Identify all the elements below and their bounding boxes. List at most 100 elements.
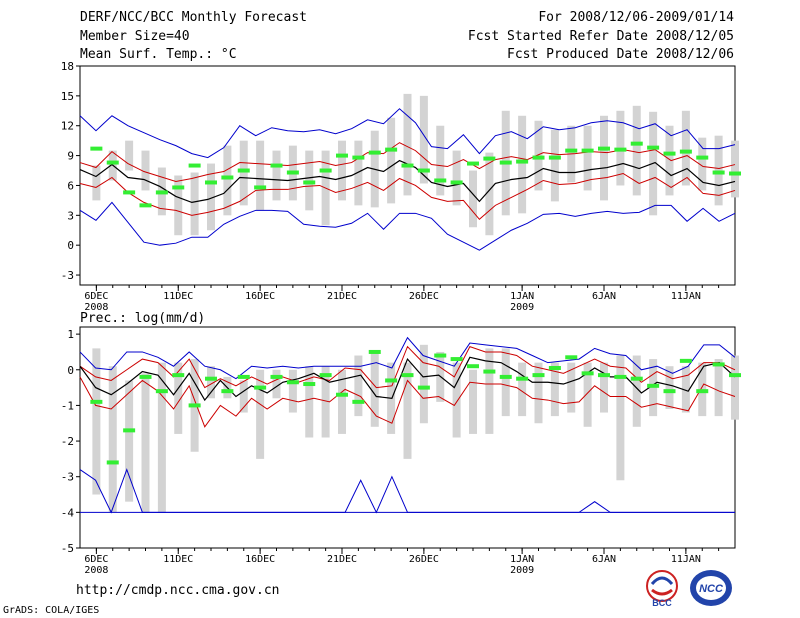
temp-xtick-label: 1JAN bbox=[510, 291, 534, 302]
prec-median-marker bbox=[663, 389, 676, 394]
temp-ytick-label: 15 bbox=[61, 90, 74, 103]
temp-median-marker bbox=[319, 168, 332, 173]
temp-box bbox=[174, 175, 183, 236]
prec-median-marker bbox=[139, 374, 152, 379]
temp-median-marker bbox=[532, 155, 545, 160]
prec-box bbox=[419, 344, 428, 424]
temp-box bbox=[452, 150, 461, 206]
prec-box bbox=[550, 362, 559, 417]
chart-title: DERF/NCC/BCC Monthly Forecast bbox=[80, 10, 307, 25]
prec-median-marker bbox=[270, 374, 283, 379]
temp-ytick-label: 6 bbox=[67, 179, 74, 192]
temp-median-marker bbox=[270, 163, 283, 168]
prec-xtick-label: 16DEC bbox=[245, 554, 275, 565]
temp-median-marker bbox=[254, 185, 267, 190]
temp-xtick-year: 2008 bbox=[84, 302, 108, 313]
temp-box bbox=[223, 145, 232, 216]
prec-box bbox=[338, 369, 346, 434]
prec-median-marker bbox=[90, 399, 103, 404]
forecast-period: For 2008/12/06-2009/01/14 bbox=[538, 10, 734, 25]
prec-box bbox=[125, 380, 134, 502]
prec-xtick-year: 2008 bbox=[84, 565, 108, 576]
prec-median-marker bbox=[614, 374, 627, 379]
prec-box bbox=[288, 369, 297, 413]
bcc-logo-icon: BCC bbox=[646, 570, 678, 608]
prec-ytick-label: -4 bbox=[61, 506, 75, 519]
prec-box bbox=[485, 348, 494, 434]
temp-box bbox=[436, 125, 445, 196]
temp-box bbox=[354, 140, 363, 206]
temp-box bbox=[518, 115, 527, 214]
temp-line-max bbox=[79, 108, 736, 159]
temp-median-marker bbox=[548, 155, 561, 160]
prec-xtick-label: 21DEC bbox=[327, 554, 357, 565]
prec-line-lower bbox=[79, 376, 736, 428]
temp-box bbox=[665, 125, 674, 196]
variable-label-top: Mean Surf. Temp.: °C bbox=[80, 47, 237, 62]
temp-xtick-year: 2009 bbox=[510, 302, 534, 313]
temp-box bbox=[583, 125, 592, 191]
prec-median-marker bbox=[155, 389, 168, 394]
temp-median-marker bbox=[663, 151, 676, 156]
temp-xtick-label: 6JAN bbox=[592, 291, 616, 302]
temp-xtick-label: 11DEC bbox=[163, 291, 193, 302]
prec-median-marker bbox=[254, 385, 267, 390]
temp-median-marker bbox=[90, 146, 103, 151]
prec-ytick-label: 0 bbox=[67, 364, 74, 377]
prec-xtick-label: 11JAN bbox=[671, 554, 701, 565]
temp-box bbox=[419, 95, 428, 184]
prec-median-marker bbox=[123, 428, 136, 433]
prec-median-marker bbox=[221, 389, 234, 394]
prec-xtick-label: 6DEC bbox=[84, 554, 108, 565]
temp-box bbox=[403, 93, 412, 196]
temp-median-marker bbox=[172, 185, 185, 190]
prec-median-marker bbox=[729, 373, 741, 378]
temp-median-marker bbox=[155, 190, 168, 195]
prec-median-marker bbox=[532, 373, 545, 378]
temp-box bbox=[256, 140, 265, 211]
temp-median-marker bbox=[352, 155, 365, 160]
temp-median-marker bbox=[581, 148, 594, 153]
temp-median-marker bbox=[467, 161, 479, 166]
temp-box bbox=[338, 140, 346, 201]
variable-label-bottom: Prec.: log(mm/d) bbox=[80, 311, 205, 326]
prec-ytick-label: -1 bbox=[61, 399, 74, 412]
source-url[interactable]: http://cmdp.ncc.cma.gov.cn bbox=[76, 583, 280, 598]
temp-median-marker bbox=[565, 148, 578, 153]
temp-median-marker bbox=[188, 163, 201, 168]
prec-xtick-label: 6JAN bbox=[592, 554, 616, 565]
temp-median-marker bbox=[679, 149, 692, 154]
prec-box bbox=[518, 362, 527, 417]
temp-line-min bbox=[79, 201, 736, 251]
prec-median-marker bbox=[548, 365, 561, 370]
prec-median-marker bbox=[696, 389, 709, 394]
temp-median-marker bbox=[336, 153, 348, 158]
prec-box bbox=[469, 369, 477, 434]
prec-median-marker bbox=[286, 380, 299, 385]
prec-box bbox=[616, 355, 625, 481]
prec-box bbox=[92, 348, 101, 495]
prec-box bbox=[305, 366, 314, 438]
prec-box bbox=[272, 369, 281, 399]
temp-box bbox=[485, 152, 494, 236]
bcc-logo-text: BCC bbox=[652, 598, 672, 608]
temp-median-marker bbox=[630, 141, 643, 146]
temp-median-marker bbox=[385, 147, 398, 152]
prec-median-marker bbox=[205, 376, 217, 381]
temp-median-marker bbox=[614, 147, 627, 152]
temp-xtick-label: 16DEC bbox=[245, 291, 275, 302]
temp-median-marker bbox=[123, 190, 136, 195]
prec-box bbox=[731, 355, 739, 420]
prec-median-marker bbox=[303, 382, 316, 387]
temp-ytick-label: 0 bbox=[67, 239, 74, 252]
temp-box bbox=[681, 110, 690, 186]
prec-box bbox=[256, 369, 265, 459]
prec-box bbox=[108, 366, 117, 513]
prec-median-marker bbox=[516, 376, 529, 381]
temp-ytick-label: 9 bbox=[67, 150, 74, 163]
prec-box bbox=[370, 351, 379, 427]
prec-box bbox=[321, 366, 330, 438]
temp-xtick-label: 21DEC bbox=[327, 291, 357, 302]
